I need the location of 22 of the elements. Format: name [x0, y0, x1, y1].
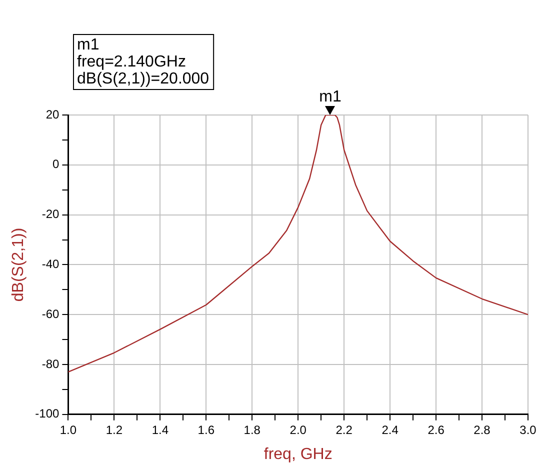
y-axis-title: dB(S(2,1))	[10, 228, 28, 302]
x-tick-label: 2.0	[290, 422, 307, 437]
y-tick-label: 20	[46, 107, 60, 122]
y-tick-label: -100	[35, 406, 60, 421]
x-tick-label: 1.8	[244, 422, 261, 437]
x-tick-label: 2.6	[428, 422, 445, 437]
y-tick-label: -60	[42, 306, 60, 321]
annotation: m1	[319, 88, 342, 106]
x-tick-label: 1.4	[152, 422, 169, 437]
x-tick-label: 1.2	[106, 422, 123, 437]
y-tick-label: 0	[52, 157, 60, 172]
x-tick-label: 2.2	[336, 422, 353, 437]
x-tick-label: 2.8	[474, 422, 491, 437]
y-tick-label: -80	[42, 356, 60, 371]
x-tick-label: 2.4	[382, 422, 399, 437]
x-tick-label: 1.6	[198, 422, 215, 437]
x-axis-title: freq, GHz	[264, 446, 332, 463]
y-tick-label: -20	[42, 207, 60, 222]
text: m1 freq=2.140GHz dB(S(2,1))=20.000	[77, 36, 210, 88]
x-tick-label: 3.0	[520, 422, 537, 437]
x-tick-label: 1.0	[60, 422, 77, 437]
y-tick-label: -40	[42, 257, 60, 272]
